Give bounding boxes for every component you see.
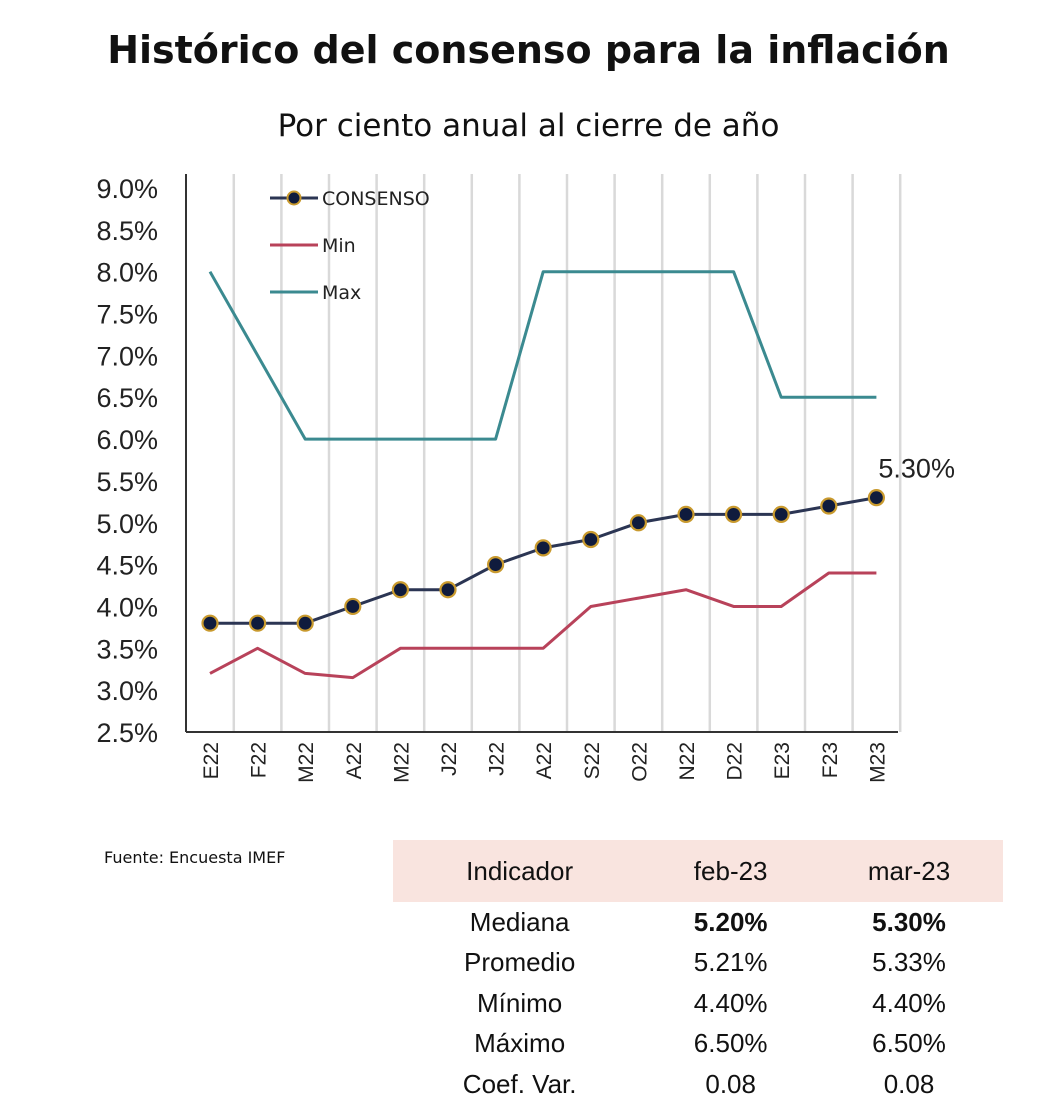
data-point-consenso <box>487 556 505 574</box>
x-tick-label: F23 <box>819 742 842 778</box>
y-tick-label: 7.5% <box>96 300 158 330</box>
y-tick-label: 8.5% <box>96 216 158 246</box>
y-tick-label: 3.5% <box>96 634 158 664</box>
row-mar-value: 0.08 <box>883 1068 935 1099</box>
y-tick-label: 9.0% <box>96 174 158 204</box>
x-tick-label: S22 <box>581 742 604 779</box>
legend-label-consenso: CONSENSO <box>322 188 430 210</box>
y-tick-label: 3.0% <box>96 676 158 706</box>
y-tick-label: 5.0% <box>96 509 158 539</box>
data-point-consenso <box>201 614 219 632</box>
row-label: Promedio <box>464 947 576 978</box>
data-point-consenso <box>439 581 457 599</box>
table-row: Coef. Var. 0.08 0.08 <box>393 1064 1003 1105</box>
x-tick-label: O22 <box>628 742 651 782</box>
row-feb-value: 5.20% <box>693 906 768 937</box>
data-point-consenso <box>677 505 695 523</box>
row-label: Coef. Var. <box>462 1068 577 1099</box>
data-point-consenso <box>820 497 838 515</box>
x-tick-label: A22 <box>343 742 366 779</box>
table-row: Mínimo 4.40% 4.40% <box>393 983 1003 1024</box>
x-tick-label: N22 <box>676 742 699 781</box>
y-tick-label: 5.5% <box>96 467 158 497</box>
row-mar-value: 5.30% <box>872 906 946 937</box>
data-point-consenso <box>534 539 552 557</box>
row-feb-value: 0.08 <box>705 1068 756 1099</box>
y-tick-label: 4.0% <box>96 592 158 622</box>
data-point-consenso <box>249 614 267 632</box>
x-tick-label: E23 <box>771 742 794 779</box>
data-point-consenso <box>867 489 886 507</box>
series-line-max <box>208 270 877 441</box>
series-line-min <box>209 571 877 680</box>
y-tick-label: 4.5% <box>96 551 158 581</box>
table-row: Máximo 6.50% 6.50% <box>393 1024 1003 1065</box>
data-point-consenso <box>296 614 314 632</box>
x-tick-label: E22 <box>200 742 223 779</box>
header-mar-23: mar-23 <box>815 840 1003 902</box>
table-header-row: Indicador feb-23 mar-23 <box>393 840 1003 902</box>
legend-label-min: Min <box>322 235 356 257</box>
data-point-consenso <box>344 597 362 616</box>
row-feb-value: 4.40% <box>693 987 768 1018</box>
x-tick-label: J22 <box>438 742 461 776</box>
row-feb-value: 6.50% <box>693 1028 768 1059</box>
header-feb-23: feb-23 <box>646 840 816 902</box>
row-feb-value: 5.21% <box>693 947 768 978</box>
legend-marker <box>286 190 302 206</box>
data-point-consenso <box>582 530 600 549</box>
row-mar-value: 4.40% <box>872 987 946 1018</box>
x-tick-label: F22 <box>248 742 271 778</box>
source-note: Fuente: Encuesta IMEF <box>104 848 286 867</box>
y-tick-label: 6.5% <box>96 383 158 413</box>
chart-title: Histórico del consenso para la inflación <box>107 28 950 72</box>
y-tick-label: 2.5% <box>96 718 158 748</box>
summary-table: Indicador feb-23 mar-23 Mediana 5.20% 5.… <box>393 840 1003 1105</box>
data-point-consenso <box>772 505 790 523</box>
row-mar-value: 5.33% <box>872 947 946 978</box>
data-label: 5.30% <box>878 454 955 484</box>
x-tick-label: M22 <box>295 742 318 783</box>
row-label: Mediana <box>469 906 570 937</box>
y-tick-label: 7.0% <box>96 341 158 371</box>
x-tick-label: M23 <box>866 742 889 783</box>
table-row: Promedio 5.21% 5.33% <box>393 943 1003 984</box>
x-tick-label: M22 <box>390 742 413 783</box>
row-label: Mínimo <box>477 987 563 1018</box>
inflation-consensus-chart: 2.5% 3.0% 3.5% 4.0% 4.5% 5.0% 5.5% 6.0% 6.5% 7.0%… <box>96 174 955 783</box>
legend-label-max: Max <box>322 282 361 304</box>
x-tick-label: J22 <box>486 742 509 776</box>
table-row: Mediana 5.20% 5.30% <box>393 902 1003 943</box>
data-point-consenso <box>724 505 743 523</box>
row-label: Máximo <box>474 1028 566 1059</box>
y-tick-label: 6.0% <box>96 425 158 455</box>
data-point-consenso <box>629 514 648 532</box>
header-indicador: Indicador <box>393 840 647 902</box>
chart-subtitle: Por ciento anual al cierre de año <box>277 108 780 144</box>
y-tick-label: 8.0% <box>96 258 158 288</box>
row-mar-value: 6.50% <box>872 1028 946 1059</box>
data-point-consenso <box>391 581 409 599</box>
x-tick-label: D22 <box>724 742 747 781</box>
x-tick-label: A22 <box>533 742 556 779</box>
